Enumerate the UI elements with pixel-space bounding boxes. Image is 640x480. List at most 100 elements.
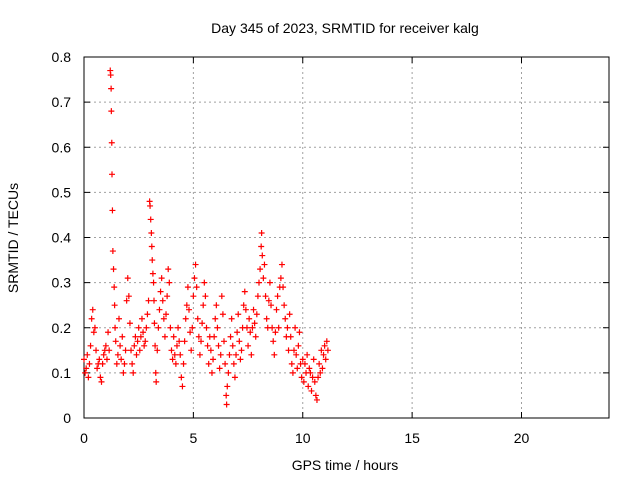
data-point bbox=[93, 347, 100, 354]
data-point bbox=[83, 365, 90, 372]
data-point bbox=[252, 333, 259, 340]
data-point bbox=[282, 315, 289, 322]
data-point bbox=[237, 356, 244, 363]
data-point bbox=[319, 365, 326, 372]
data-point bbox=[322, 356, 329, 363]
data-point bbox=[280, 284, 287, 291]
data-point bbox=[272, 329, 279, 336]
data-point bbox=[203, 324, 210, 331]
data-point bbox=[298, 374, 305, 381]
data-point bbox=[124, 275, 131, 282]
data-point bbox=[175, 324, 182, 331]
data-point bbox=[199, 320, 206, 327]
data-point bbox=[121, 360, 128, 367]
data-point bbox=[183, 302, 190, 309]
data-point bbox=[152, 342, 159, 349]
data-point bbox=[324, 347, 331, 354]
data-point bbox=[108, 108, 115, 115]
data-point bbox=[160, 315, 167, 322]
x-tick-label: 5 bbox=[189, 430, 197, 446]
data-point bbox=[317, 369, 324, 376]
x-tick-label: 0 bbox=[80, 430, 88, 446]
data-point bbox=[96, 356, 103, 363]
data-point bbox=[294, 365, 301, 372]
data-point bbox=[143, 324, 150, 331]
data-point bbox=[99, 360, 106, 367]
data-point bbox=[132, 333, 139, 340]
data-point bbox=[224, 383, 231, 390]
data-point bbox=[137, 333, 144, 340]
data-point bbox=[109, 248, 116, 255]
data-point bbox=[128, 347, 135, 354]
data-point bbox=[292, 324, 299, 331]
data-point bbox=[97, 374, 104, 381]
y-tick-label: 0.3 bbox=[52, 275, 72, 291]
data-point bbox=[310, 356, 317, 363]
data-point bbox=[222, 360, 229, 367]
data-point bbox=[173, 342, 180, 349]
data-point bbox=[270, 338, 277, 345]
data-point bbox=[184, 284, 191, 291]
data-point bbox=[178, 374, 185, 381]
data-point bbox=[234, 329, 241, 336]
data-point bbox=[196, 351, 203, 358]
data-point bbox=[145, 297, 152, 304]
x-tick-label: 20 bbox=[514, 430, 530, 446]
data-point bbox=[208, 369, 215, 376]
data-point bbox=[288, 360, 295, 367]
data-point bbox=[281, 302, 288, 309]
data-point bbox=[315, 374, 322, 381]
data-point bbox=[289, 369, 296, 376]
data-point bbox=[164, 293, 171, 300]
data-point bbox=[213, 302, 220, 309]
data-point bbox=[296, 329, 303, 336]
data-point bbox=[133, 351, 140, 358]
data-point bbox=[258, 243, 265, 250]
data-point bbox=[141, 342, 148, 349]
data-point bbox=[271, 351, 278, 358]
data-point bbox=[112, 338, 119, 345]
data-point bbox=[84, 351, 91, 358]
data-point bbox=[278, 261, 285, 268]
data-point bbox=[176, 338, 183, 345]
data-point bbox=[88, 315, 95, 322]
data-point bbox=[269, 324, 276, 331]
data-point bbox=[181, 338, 188, 345]
data-point bbox=[250, 306, 257, 313]
data-point bbox=[108, 85, 115, 92]
data-point bbox=[261, 261, 268, 268]
data-point bbox=[263, 315, 270, 322]
data-point bbox=[169, 356, 176, 363]
data-point bbox=[112, 324, 119, 331]
data-point bbox=[122, 347, 129, 354]
data-point bbox=[308, 387, 315, 394]
data-point bbox=[202, 293, 209, 300]
data-point bbox=[109, 207, 116, 214]
data-point bbox=[154, 347, 161, 354]
data-point bbox=[107, 72, 114, 79]
data-point bbox=[130, 369, 137, 376]
data-point bbox=[193, 284, 200, 291]
y-axis-label: SRMTID / TECUs bbox=[5, 183, 21, 293]
data-point bbox=[240, 302, 247, 309]
data-point bbox=[140, 329, 147, 336]
data-point bbox=[105, 329, 112, 336]
data-point bbox=[245, 342, 252, 349]
data-point bbox=[149, 257, 156, 264]
data-point bbox=[210, 356, 217, 363]
data-point bbox=[204, 342, 211, 349]
data-point bbox=[247, 329, 254, 336]
data-point bbox=[161, 333, 168, 340]
data-point bbox=[200, 302, 207, 309]
data-point bbox=[256, 279, 262, 286]
data-point bbox=[236, 338, 243, 345]
data-point bbox=[119, 333, 126, 340]
data-point bbox=[306, 365, 313, 372]
data-point bbox=[191, 275, 198, 282]
data-point bbox=[307, 369, 314, 376]
data-point bbox=[277, 275, 284, 282]
grid bbox=[84, 57, 609, 418]
y-tick-label: 0.5 bbox=[52, 184, 72, 200]
data-point bbox=[249, 324, 256, 331]
